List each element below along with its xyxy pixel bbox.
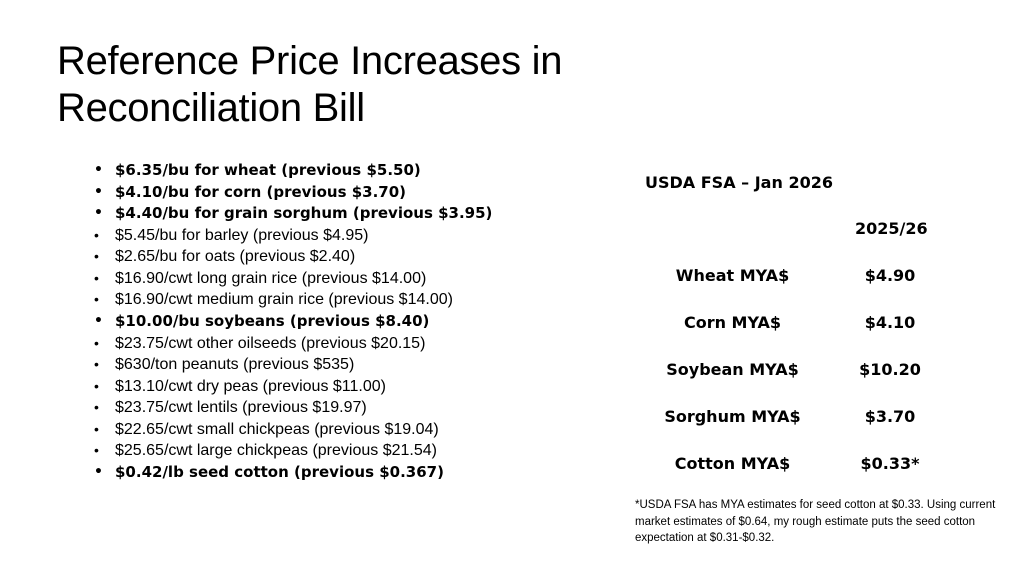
- row-label: Sorghum MYA$: [664, 407, 801, 426]
- list-item: $2.65/bu for oats (previous $2.40): [94, 246, 514, 268]
- usda-table-header: USDA FSA – Jan 2026: [645, 173, 833, 192]
- row-value: $10.20: [859, 360, 921, 379]
- table-row: Corn MYA$ $4.10: [640, 313, 960, 337]
- row-label: Soybean MYA$: [666, 360, 799, 379]
- row-label: Corn MYA$: [683, 313, 782, 332]
- list-item: $23.75/cwt other oilseeds (previous $20.…: [94, 333, 514, 355]
- table-row: Cotton MYA$ $0.33*: [640, 454, 960, 478]
- list-item: $25.65/cwt large chickpeas (previous $21…: [94, 440, 514, 462]
- row-label: Wheat MYA$: [675, 266, 790, 285]
- footnote: *USDA FSA has MYA estimates for seed cot…: [635, 499, 996, 544]
- list-item: $5.45/bu for barley (previous $4.95): [94, 225, 514, 247]
- list-item: $630/ton peanuts (previous $535): [94, 354, 514, 376]
- list-item: $16.90/cwt long grain rice (previous $14…: [94, 268, 514, 290]
- row-value: $4.10: [864, 313, 916, 332]
- row-value: $3.70: [864, 407, 916, 426]
- row-value: $4.90: [864, 266, 916, 285]
- list-item: $22.65/cwt small chickpeas (previous $19…: [94, 419, 514, 441]
- usda-table-year: 2025/26: [855, 219, 928, 238]
- slide-title: Reference Price Increases in Reconciliat…: [57, 39, 563, 130]
- list-item: $16.90/cwt medium grain rice (previous $…: [94, 289, 514, 311]
- row-value: $0.33*: [860, 454, 920, 473]
- reference-price-list: $6.35/bu for wheat (previous $5.50) $4.1…: [94, 160, 514, 483]
- row-label: Cotton MYA$: [674, 454, 791, 473]
- list-item: $0.42/lb seed cotton (previous $0.367): [94, 462, 514, 484]
- table-row: Soybean MYA$ $10.20: [640, 360, 960, 384]
- list-item: $6.35/bu for wheat (previous $5.50): [94, 160, 514, 182]
- list-item: $23.75/cwt lentils (previous $19.97): [94, 397, 514, 419]
- list-item: $4.40/bu for grain sorghum (previous $3.…: [94, 203, 514, 225]
- list-item: $10.00/bu soybeans (previous $8.40): [94, 311, 514, 333]
- table-row: Sorghum MYA$ $3.70: [640, 407, 960, 431]
- list-item: $4.10/bu for corn (previous $3.70): [94, 182, 514, 204]
- table-row: Wheat MYA$ $4.90: [640, 266, 960, 290]
- list-item: $13.10/cwt dry peas (previous $11.00): [94, 376, 514, 398]
